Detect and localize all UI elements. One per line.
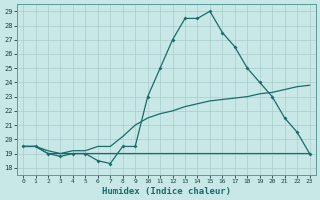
X-axis label: Humidex (Indice chaleur): Humidex (Indice chaleur) [102, 187, 231, 196]
